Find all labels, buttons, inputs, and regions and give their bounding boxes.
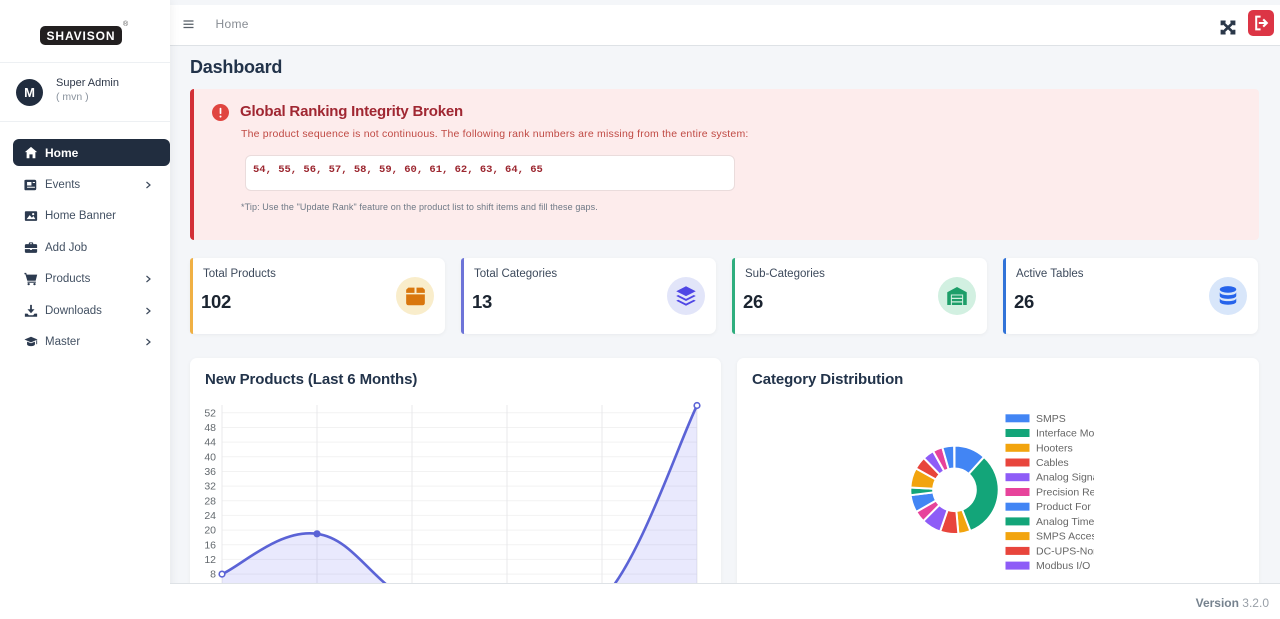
svg-text:36: 36 xyxy=(204,466,216,478)
svg-text:Analog Signa: Analog Signa xyxy=(1036,472,1099,484)
svg-text:32: 32 xyxy=(204,481,216,493)
svg-text:52: 52 xyxy=(204,407,216,419)
svg-text:DC-UPS-Non: DC-UPS-Non xyxy=(1036,545,1099,557)
svg-text:Cables: Cables xyxy=(1036,457,1069,469)
svg-text:Modbus I/O M: Modbus I/O M xyxy=(1036,560,1102,572)
svg-text:8: 8 xyxy=(210,569,216,581)
svg-text:16: 16 xyxy=(204,539,216,551)
svg-text:48: 48 xyxy=(204,422,216,434)
svg-text:Product For S: Product For S xyxy=(1036,501,1101,513)
svg-text:40: 40 xyxy=(204,451,216,463)
svg-text:SMPS: SMPS xyxy=(1036,413,1066,425)
svg-text:28: 28 xyxy=(204,495,216,507)
svg-text:Hooters: Hooters xyxy=(1036,442,1073,454)
svg-text:44: 44 xyxy=(204,437,216,449)
svg-text:12: 12 xyxy=(204,554,216,566)
svg-text:Precision Ref: Precision Ref xyxy=(1036,487,1099,499)
svg-text:SMPS Acces: SMPS Acces xyxy=(1036,531,1097,543)
svg-text:20: 20 xyxy=(204,525,216,537)
svg-text:Interface Mod: Interface Mod xyxy=(1036,428,1100,440)
svg-text:24: 24 xyxy=(204,510,216,522)
svg-text:Analog Timer: Analog Timer xyxy=(1036,516,1098,528)
